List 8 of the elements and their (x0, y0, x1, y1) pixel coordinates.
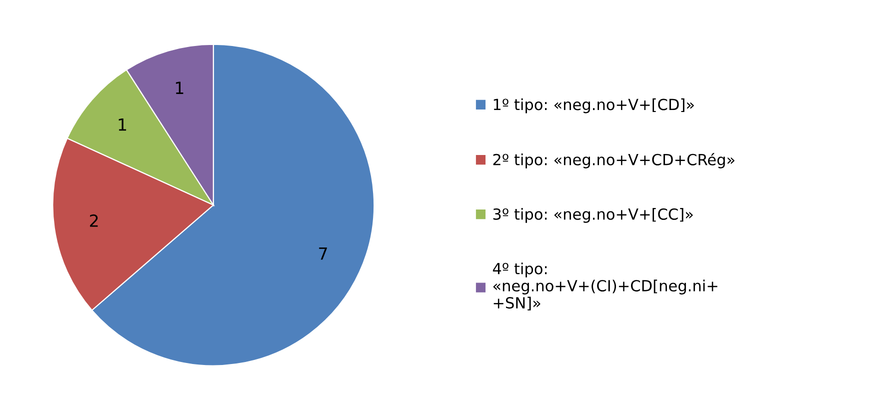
data-label: 1 (118, 118, 126, 131)
legend-label: 4º tipo: «neg.no+V+(CI)+CD[neg.ni+ +SN]» (492, 262, 718, 310)
data-label: 1 (176, 82, 184, 94)
legend-label: 2º tipo: «neg.no+V+CD+CRég» (493, 152, 734, 168)
data-label: 2 (90, 214, 98, 227)
legend-label: 3º tipo: «neg.no+V+[CC]» (493, 208, 693, 223)
legend-label: 1º tipo: «neg.no+V+[CD]» (494, 98, 694, 114)
data-label: 7 (319, 248, 327, 260)
